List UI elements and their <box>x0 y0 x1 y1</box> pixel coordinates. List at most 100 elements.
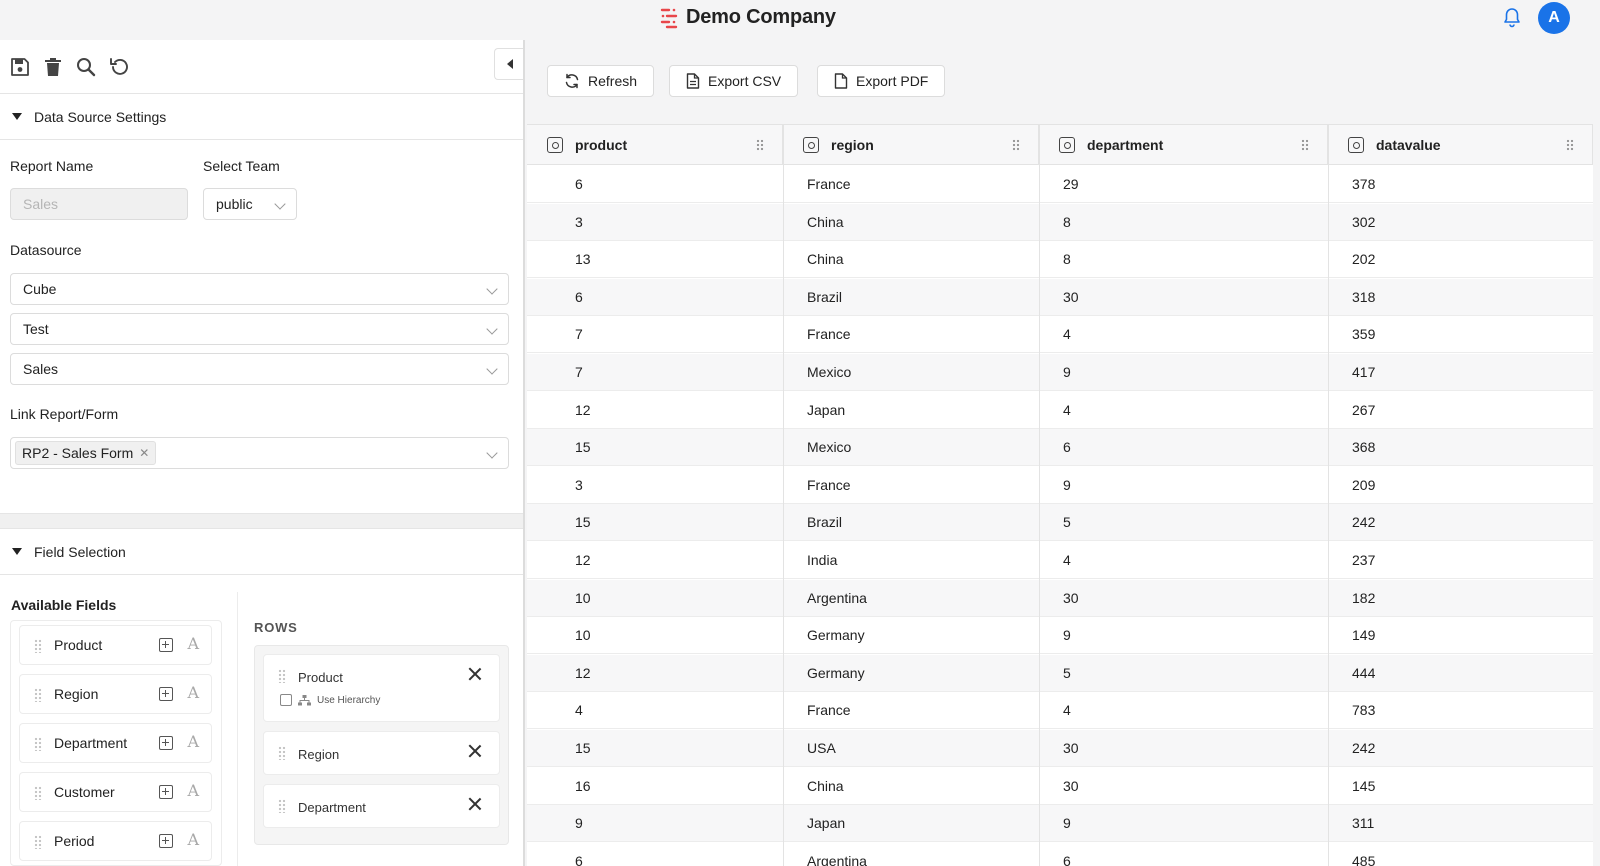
table-row[interactable]: 16 China 30 145 <box>527 768 1593 805</box>
table-row[interactable]: 15 Mexico 6 368 <box>527 429 1593 467</box>
drag-handle-icon[interactable] <box>34 786 42 800</box>
available-field-period[interactable]: Period A <box>19 821 212 861</box>
column-menu-icon[interactable] <box>1301 139 1309 151</box>
trash-icon[interactable] <box>42 56 64 78</box>
drag-handle-icon[interactable] <box>34 688 42 702</box>
table-row[interactable]: 12 Germany 5 444 <box>527 654 1593 692</box>
drag-handle-icon[interactable] <box>34 835 42 849</box>
column-header-product[interactable]: product <box>527 125 783 165</box>
column-menu-icon[interactable] <box>1566 139 1574 151</box>
table-row[interactable]: 7 France 4 359 <box>527 316 1593 354</box>
cell-region: Germany <box>807 627 865 644</box>
available-field-region[interactable]: Region A <box>19 674 212 714</box>
cell-datavalue: 209 <box>1352 476 1376 493</box>
drag-handle-icon[interactable] <box>278 746 286 760</box>
table-row[interactable]: 7 Mexico 9 417 <box>527 354 1593 391</box>
export-pdf-button[interactable]: Export PDF <box>817 65 946 97</box>
chevron-down-icon <box>486 283 498 295</box>
use-hierarchy-option[interactable]: Use Hierarchy <box>280 694 380 706</box>
undo-icon[interactable] <box>108 56 130 78</box>
column-header-datavalue[interactable]: datavalue <box>1328 125 1593 165</box>
table-row[interactable]: 15 USA 30 242 <box>527 730 1593 767</box>
datasource-cube-dropdown[interactable]: Sales <box>10 353 509 385</box>
search-icon[interactable] <box>75 56 97 78</box>
cell-product: 6 <box>575 176 583 192</box>
drag-handle-icon[interactable] <box>278 799 286 813</box>
table-row[interactable]: 12 Japan 4 267 <box>527 392 1593 429</box>
remove-row-field-icon[interactable] <box>467 743 483 759</box>
table-row[interactable]: 6 Argentina 6 485 <box>527 843 1593 866</box>
remove-row-field-icon[interactable] <box>467 796 483 812</box>
available-field-label: Department <box>54 735 128 751</box>
table-row[interactable]: 10 Germany 9 149 <box>527 617 1593 655</box>
cell-department: 4 <box>1063 702 1071 719</box>
add-field-icon[interactable] <box>159 736 173 750</box>
table-row[interactable]: 3 China 8 302 <box>527 203 1593 241</box>
row-field-department[interactable]: Department <box>263 784 500 828</box>
cell-region: France <box>807 702 851 719</box>
add-field-icon[interactable] <box>159 834 173 848</box>
cell-region: Brazil <box>807 514 843 531</box>
select-team-dropdown[interactable]: public <box>203 188 297 220</box>
table-row[interactable]: 3 France 9 209 <box>527 467 1593 504</box>
datasource-type-dropdown[interactable]: Cube <box>10 273 509 305</box>
available-field-department[interactable]: Department A <box>19 723 212 763</box>
export-csv-button[interactable]: Export CSV <box>669 65 799 97</box>
drag-handle-icon[interactable] <box>34 639 42 653</box>
cell-region: India <box>807 552 838 568</box>
table-row[interactable]: 15 Brazil 5 242 <box>527 504 1593 542</box>
remove-row-field-icon[interactable] <box>467 666 483 682</box>
use-hierarchy-checkbox[interactable] <box>280 694 292 706</box>
column-chooser-icon[interactable] <box>547 137 563 153</box>
table-row[interactable]: 6 Brazil 30 318 <box>527 278 1593 316</box>
table-row[interactable]: 12 India 4 237 <box>527 542 1593 579</box>
cell-product: 6 <box>575 288 583 305</box>
cell-region: France <box>807 326 851 343</box>
column-chooser-icon[interactable] <box>1348 137 1364 153</box>
save-icon[interactable] <box>9 56 31 78</box>
remove-tag-icon[interactable]: ✕ <box>139 446 150 460</box>
available-field-customer[interactable]: Customer A <box>19 772 212 812</box>
drag-handle-icon[interactable] <box>34 737 42 751</box>
column-chooser-icon[interactable] <box>1059 137 1075 153</box>
cell-department: 29 <box>1063 176 1079 192</box>
cell-department: 30 <box>1063 288 1079 305</box>
table-row[interactable]: 9 Japan 9 311 <box>527 805 1593 843</box>
collapse-panel-button[interactable] <box>494 48 523 80</box>
refresh-label: Refresh <box>588 73 638 89</box>
user-avatar[interactable]: A <box>1538 2 1570 34</box>
rows-drop-zone[interactable]: Product Use Hierarchy Region Department <box>254 645 509 845</box>
add-field-icon[interactable] <box>159 687 173 701</box>
column-chooser-icon[interactable] <box>803 137 819 153</box>
field-selection-section-title: Field Selection <box>34 543 126 560</box>
row-field-product[interactable]: Product Use Hierarchy <box>263 654 500 722</box>
row-field-region[interactable]: Region <box>263 731 500 775</box>
report-name-input[interactable]: Sales <box>10 188 188 220</box>
link-report-label: Link Report/Form <box>10 406 119 422</box>
cell-department: 30 <box>1063 777 1079 794</box>
available-field-product[interactable]: Product A <box>19 625 212 665</box>
field-selection-section-header[interactable]: Field Selection <box>0 529 523 575</box>
linked-report-tag-label: RP2 - Sales Form <box>22 445 134 461</box>
column-header-region[interactable]: region <box>783 125 1039 165</box>
table-row[interactable]: 10 Argentina 30 182 <box>527 579 1593 617</box>
column-header-department[interactable]: department <box>1039 125 1328 165</box>
table-row[interactable]: 6 France 29 378 <box>527 166 1593 203</box>
cell-product: 12 <box>575 552 591 568</box>
table-row[interactable]: 13 China 8 202 <box>527 241 1593 279</box>
add-field-icon[interactable] <box>159 638 173 652</box>
table-row[interactable]: 4 France 4 783 <box>527 692 1593 730</box>
column-menu-icon[interactable] <box>756 139 764 151</box>
add-field-icon[interactable] <box>159 785 173 799</box>
cell-region: China <box>807 213 844 230</box>
column-menu-icon[interactable] <box>1012 139 1020 151</box>
cell-department: 9 <box>1063 364 1071 380</box>
cell-datavalue: 237 <box>1352 552 1376 568</box>
datasource-connection-dropdown[interactable]: Test <box>10 313 509 345</box>
refresh-button[interactable]: Refresh <box>547 65 655 97</box>
link-report-select[interactable]: RP2 - Sales Form ✕ <box>10 437 509 469</box>
drag-handle-icon[interactable] <box>278 669 286 683</box>
data-source-section-header[interactable]: Data Source Settings <box>0 94 523 140</box>
top-bar: Demo Company A <box>0 0 1600 40</box>
notification-bell-icon[interactable] <box>1500 6 1524 30</box>
